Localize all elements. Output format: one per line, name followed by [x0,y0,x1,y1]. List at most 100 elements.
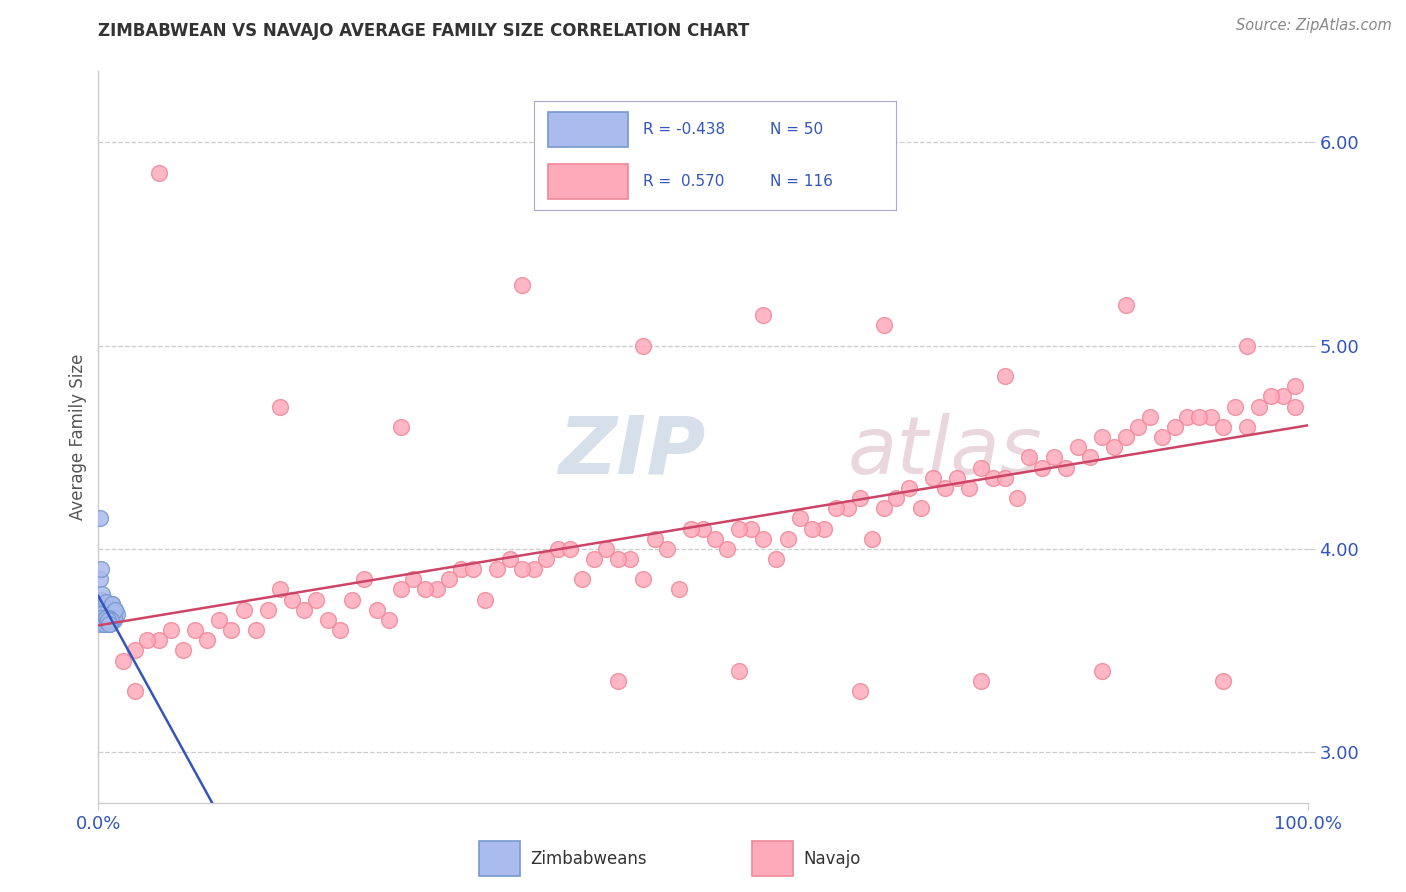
Point [1054,460,1077,475]
Point [101,605,124,619]
Point [97,613,120,627]
Point [269,582,291,597]
Point [90,592,112,607]
Point [90,603,112,617]
Point [90,562,112,576]
Point [93,611,115,625]
Point [970,460,993,475]
Point [789,511,811,525]
Point [1042,450,1064,465]
Point [849,491,872,505]
Point [1223,400,1246,414]
Point [1249,400,1271,414]
Point [740,522,762,536]
Point [245,623,267,637]
Point [98,617,121,632]
Point [97,611,120,625]
Point [728,522,751,536]
Point [1260,389,1282,403]
Point [111,654,134,668]
Point [897,481,920,495]
Point [498,552,520,566]
Point [366,603,388,617]
Point [104,603,127,617]
Point [886,491,908,505]
Point [100,608,122,623]
Text: ZIP: ZIP [558,413,706,491]
Point [1018,450,1040,465]
Point [534,552,557,566]
Point [704,532,727,546]
Point [172,643,194,657]
Point [921,471,943,485]
Point [100,608,122,623]
Point [91,599,114,613]
Point [98,617,121,632]
Point [523,562,546,576]
Point [1236,420,1258,434]
Point [377,613,399,627]
Point [752,532,775,546]
Point [765,552,787,566]
FancyBboxPatch shape [548,112,628,146]
Point [94,611,117,625]
Point [981,471,1004,485]
Point [1188,409,1211,424]
Point [1007,491,1029,505]
Point [94,595,117,609]
Text: Navajo: Navajo [803,849,860,868]
Point [160,623,183,637]
Point [1272,389,1295,403]
Point [184,623,207,637]
Point [1175,409,1198,424]
Point [98,600,121,615]
Point [873,501,896,516]
Point [463,562,485,576]
FancyBboxPatch shape [548,164,628,200]
Point [510,277,533,292]
Bar [752,841,793,876]
Point [1212,673,1234,688]
Point [91,599,114,613]
Point [1284,379,1306,393]
Point [329,623,352,637]
Point [104,603,127,617]
Point [93,607,115,621]
Point [970,673,993,688]
Point [1152,430,1174,444]
Point [97,611,120,625]
Point [426,582,449,597]
Point [305,592,328,607]
Point [595,541,617,556]
Point [607,673,630,688]
Point [994,471,1017,485]
Point [135,633,157,648]
Point [256,603,278,617]
Point [668,582,690,597]
Text: R =  0.570: R = 0.570 [643,174,724,189]
Point [1102,440,1125,454]
Point [1067,440,1090,454]
Point [655,541,678,556]
Point [1091,664,1114,678]
Y-axis label: Average Family Size: Average Family Size [69,354,87,520]
Point [148,633,170,648]
Point [994,369,1017,384]
Point [90,611,112,625]
Point [100,597,122,611]
Point [208,816,231,830]
Point [486,562,509,576]
Point [96,603,118,617]
Point [413,582,436,597]
Point [91,615,114,629]
Point [96,613,118,627]
Text: Source: ZipAtlas.com: Source: ZipAtlas.com [1236,18,1392,33]
Point [1078,450,1101,465]
Point [849,684,872,698]
Point [910,501,932,516]
Point [91,613,114,627]
Point [837,501,859,516]
Point [752,308,775,322]
Point [571,572,593,586]
Point [232,603,254,617]
